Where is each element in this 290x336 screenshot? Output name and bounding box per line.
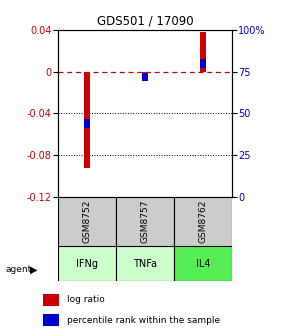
Text: percentile rank within the sample: percentile rank within the sample bbox=[67, 316, 220, 325]
Text: agent: agent bbox=[6, 265, 32, 274]
Text: TNFa: TNFa bbox=[133, 259, 157, 268]
Text: GDS501 / 17090: GDS501 / 17090 bbox=[97, 14, 193, 27]
Bar bbox=[174, 197, 232, 246]
Bar bbox=[142, 73, 148, 81]
Text: GSM8752: GSM8752 bbox=[82, 200, 92, 243]
Bar bbox=[43, 294, 59, 306]
Bar bbox=[84, 119, 90, 128]
Text: IFNg: IFNg bbox=[76, 259, 98, 268]
Bar bbox=[142, 72, 148, 80]
Bar bbox=[84, 72, 90, 168]
Bar bbox=[200, 32, 206, 72]
Bar bbox=[58, 197, 116, 246]
Text: GSM8762: GSM8762 bbox=[198, 200, 208, 243]
Text: ▶: ▶ bbox=[30, 264, 38, 275]
Bar bbox=[200, 59, 206, 68]
Bar bbox=[58, 246, 116, 281]
Bar bbox=[116, 197, 174, 246]
Text: log ratio: log ratio bbox=[67, 295, 105, 304]
Text: GSM8757: GSM8757 bbox=[140, 200, 150, 243]
Text: IL4: IL4 bbox=[196, 259, 210, 268]
Bar bbox=[43, 314, 59, 326]
Bar bbox=[174, 246, 232, 281]
Bar bbox=[116, 246, 174, 281]
